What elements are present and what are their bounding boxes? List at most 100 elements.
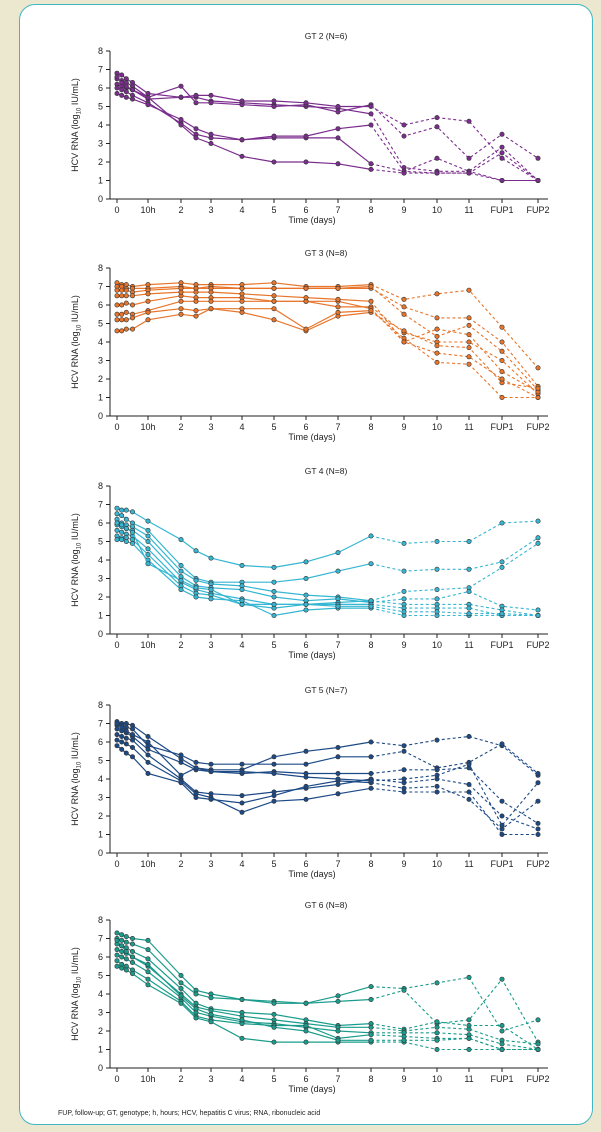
data-point xyxy=(193,548,199,554)
data-point xyxy=(335,791,341,797)
data-point xyxy=(239,1017,245,1023)
x-tick-label: 9 xyxy=(401,859,406,869)
data-point xyxy=(239,587,245,593)
data-point xyxy=(114,328,120,334)
data-point xyxy=(145,976,151,982)
data-point xyxy=(335,776,341,782)
x-tick-label: 10 xyxy=(432,859,442,869)
data-point xyxy=(401,304,407,310)
data-point xyxy=(434,170,440,176)
data-point xyxy=(119,733,125,739)
data-point xyxy=(466,733,472,739)
data-point xyxy=(466,361,472,367)
data-point xyxy=(271,770,277,776)
data-point xyxy=(535,1047,541,1053)
data-point xyxy=(178,94,184,100)
x-tick-label: FUP2 xyxy=(526,205,549,215)
data-point xyxy=(239,98,245,104)
x-tick-label: 2 xyxy=(178,640,183,650)
data-point xyxy=(145,102,151,108)
data-point xyxy=(119,746,125,752)
data-point xyxy=(535,612,541,618)
data-point xyxy=(499,131,505,137)
data-point xyxy=(178,772,184,778)
data-point xyxy=(368,996,374,1002)
chart-title: GT 4 (N=8) xyxy=(305,466,348,476)
data-point xyxy=(401,588,407,594)
series-line-dashed xyxy=(370,743,539,774)
data-point xyxy=(303,748,309,754)
x-tick-label: 7 xyxy=(335,640,340,650)
data-point xyxy=(130,732,136,738)
series-line-dashed xyxy=(370,104,539,160)
data-point xyxy=(123,956,129,962)
data-point xyxy=(114,726,120,732)
chart-gt-4: GT 6 (N=8) 0 1 2 3 4 5 6 7 8 0 10h 2 3 4 5 6 7 8 9 10 11 FUP1 F… xyxy=(70,900,550,1094)
data-point xyxy=(208,1011,214,1017)
x-tick-label: 3 xyxy=(208,640,213,650)
data-point xyxy=(145,937,151,943)
x-tick-label: 2 xyxy=(178,859,183,869)
y-axis-label: HCV RNA (log10 IU/mL) xyxy=(70,513,83,607)
data-point xyxy=(335,770,341,776)
data-point xyxy=(271,317,277,323)
data-point xyxy=(119,311,125,317)
data-point xyxy=(401,776,407,782)
data-point xyxy=(130,948,136,954)
data-point xyxy=(535,798,541,804)
data-point xyxy=(368,308,374,314)
data-point xyxy=(114,85,120,91)
data-point xyxy=(114,952,120,958)
data-point xyxy=(119,948,125,954)
data-point xyxy=(535,1017,541,1023)
data-point xyxy=(434,783,440,789)
data-point xyxy=(130,509,136,515)
x-tick-label: 10h xyxy=(140,205,155,215)
data-point xyxy=(368,561,374,567)
y-tick-label: 8 xyxy=(98,700,103,710)
series-line-dashed xyxy=(370,537,539,572)
chart-title: GT 5 (N=7) xyxy=(305,685,348,695)
data-point xyxy=(335,1037,341,1043)
y-tick-label: 1 xyxy=(98,611,103,621)
x-tick-label: 0 xyxy=(114,640,119,650)
data-point xyxy=(178,587,184,593)
data-point xyxy=(123,934,129,940)
data-point xyxy=(499,559,505,565)
series-line-dashed xyxy=(370,976,539,1032)
series-line-dashed xyxy=(370,778,539,830)
y-tick-label: 2 xyxy=(98,374,103,384)
data-point xyxy=(335,309,341,315)
data-point xyxy=(335,135,341,141)
y-tick-label: 4 xyxy=(98,774,103,784)
data-point xyxy=(271,579,277,585)
data-point xyxy=(123,300,129,306)
x-tick-label: FUP2 xyxy=(526,422,549,432)
series-line-dashed xyxy=(371,1037,538,1051)
data-point xyxy=(178,568,184,574)
data-point xyxy=(303,295,309,301)
data-point xyxy=(130,326,136,332)
data-point xyxy=(401,133,407,139)
data-point xyxy=(119,965,125,971)
x-tick-label: 7 xyxy=(335,1074,340,1084)
data-point xyxy=(208,141,214,147)
x-tick-label: 0 xyxy=(114,859,119,869)
data-point xyxy=(466,339,472,345)
y-tick-label: 2 xyxy=(98,592,103,602)
data-point xyxy=(145,533,151,539)
data-point xyxy=(145,961,151,967)
series-line-dashed xyxy=(370,1021,539,1050)
data-point xyxy=(114,937,120,943)
series-line-solid xyxy=(117,724,371,765)
data-point xyxy=(145,733,151,739)
data-point xyxy=(193,594,199,600)
data-point xyxy=(119,507,125,513)
data-point xyxy=(303,559,309,565)
data-point xyxy=(499,1047,505,1053)
data-point xyxy=(145,546,151,552)
data-point xyxy=(239,809,245,815)
x-tick-label: 11 xyxy=(464,640,473,650)
y-tick-label: 4 xyxy=(98,555,103,565)
data-point xyxy=(271,298,277,304)
